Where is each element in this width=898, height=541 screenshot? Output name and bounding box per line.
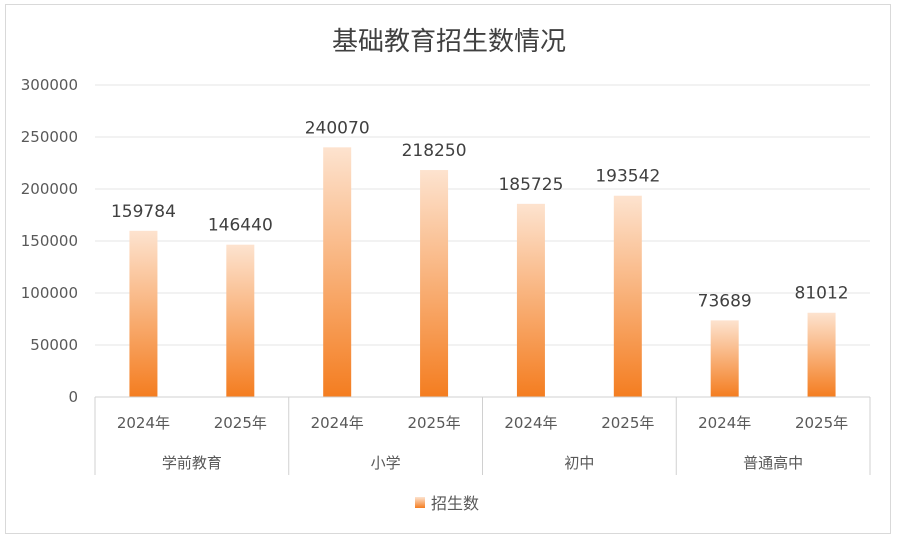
bar bbox=[807, 312, 836, 397]
data-label: 73689 bbox=[698, 291, 752, 311]
y-tick-label: 100000 bbox=[21, 284, 78, 302]
bar bbox=[323, 147, 352, 397]
data-label: 240070 bbox=[305, 118, 370, 138]
x-group-label: 学前教育 bbox=[162, 454, 222, 472]
chart-title: 基础教育招生数情况 bbox=[332, 27, 566, 57]
y-tick-label: 300000 bbox=[21, 76, 78, 94]
y-tick-label: 0 bbox=[68, 388, 78, 406]
x-category-label: 2024年 bbox=[311, 414, 364, 432]
legend-swatch bbox=[415, 497, 425, 508]
x-category-label: 2024年 bbox=[117, 414, 170, 432]
x-group-label: 小学 bbox=[371, 454, 401, 472]
y-tick-label: 150000 bbox=[21, 232, 78, 250]
x-category-label: 2025年 bbox=[214, 414, 267, 432]
bar bbox=[226, 244, 255, 397]
x-category-label: 2025年 bbox=[601, 414, 654, 432]
x-category-label: 2025年 bbox=[795, 414, 848, 432]
data-label: 218250 bbox=[402, 141, 467, 161]
data-label: 81012 bbox=[795, 284, 849, 304]
bar bbox=[710, 320, 739, 397]
data-label: 185725 bbox=[498, 175, 563, 195]
x-group-label: 初中 bbox=[564, 454, 594, 472]
x-category-label: 2024年 bbox=[698, 414, 751, 432]
y-tick-label: 250000 bbox=[21, 128, 78, 146]
y-tick-label: 200000 bbox=[21, 180, 78, 198]
x-category-label: 2024年 bbox=[504, 414, 557, 432]
data-label: 193542 bbox=[595, 167, 660, 187]
bar bbox=[516, 203, 545, 397]
data-label: 159784 bbox=[111, 202, 176, 222]
bar bbox=[420, 170, 449, 397]
data-label: 146440 bbox=[208, 216, 273, 236]
bar bbox=[613, 195, 642, 397]
x-group-label: 普通高中 bbox=[743, 454, 803, 472]
y-tick-label: 50000 bbox=[30, 336, 78, 354]
x-category-label: 2025年 bbox=[407, 414, 460, 432]
legend-label: 招生数 bbox=[431, 494, 479, 513]
bar bbox=[129, 230, 158, 397]
